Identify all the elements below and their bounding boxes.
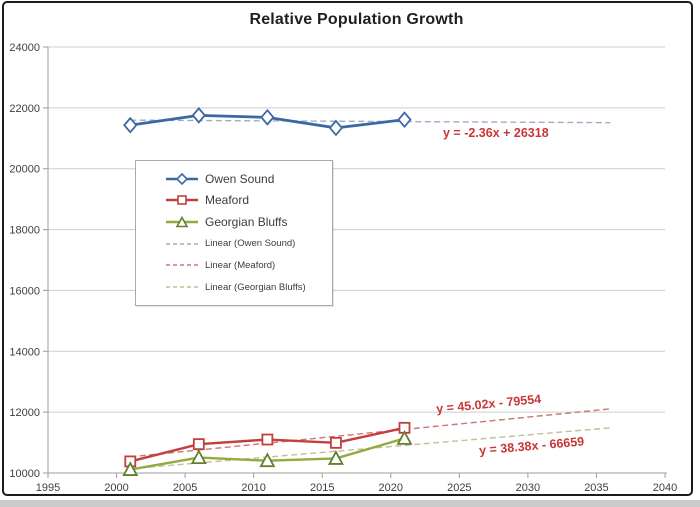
legend-swatch-icon [166, 215, 198, 228]
y-tick-label: 20000 [9, 164, 40, 176]
legend-label: Georgian Bluffs [205, 215, 288, 230]
legend-swatch-icon [166, 243, 198, 245]
y-tick-label: 22000 [9, 103, 40, 115]
legend-swatch-icon [166, 286, 198, 288]
x-tick-label: 2015 [310, 482, 334, 494]
x-tick-label: 2005 [173, 482, 197, 494]
diamond-marker [191, 106, 207, 124]
legend-item-linear-owen-sound-: Linear (Owen Sound) [166, 237, 328, 251]
legend-label: Meaford [205, 193, 250, 208]
triangle-marker [122, 461, 139, 476]
diamond-marker [397, 111, 412, 129]
y-tick-label: 10000 [9, 468, 40, 480]
x-tick-label: 2025 [447, 482, 471, 494]
chart-title: Relative Population Growth [249, 11, 464, 28]
legend-label: Linear (Owen Sound) [205, 238, 296, 250]
photo-edge-strip [0, 500, 700, 507]
legend: Owen Sound Meaford Georgian Bluffs Linear (… [135, 160, 333, 306]
x-tick-label: 2030 [516, 482, 540, 494]
legend-label: Linear (Meaford) [205, 259, 276, 271]
trendline-linear-meaford- [130, 408, 611, 458]
x-tick-label: 2000 [104, 482, 128, 494]
x-tick-label: 2010 [241, 482, 265, 494]
legend-item-owen-sound: Owen Sound [166, 172, 328, 186]
legend-item-meaford: Meaford [166, 193, 328, 207]
y-tick-label: 16000 [9, 285, 40, 297]
axes: 10000 12000 14000 16000 18000 20000 22000 24000… [9, 42, 677, 494]
legend-label: Owen Sound [205, 171, 275, 186]
legend-label: Linear (Georgian Bluffs) [205, 281, 306, 293]
y-tick-label: 12000 [9, 407, 40, 419]
x-tick-label: 1995 [36, 482, 60, 494]
series-markers [122, 106, 413, 476]
legend-item-linear-georgian-bluffs-: Linear (Georgian Bluffs) [166, 280, 328, 294]
x-tick-label: 2040 [653, 482, 677, 494]
diamond-marker [328, 119, 344, 137]
square-marker [192, 438, 205, 451]
square-marker [261, 433, 274, 446]
trendline-linear-owen-sound- [130, 119, 611, 124]
legend-swatch-icon [166, 195, 198, 206]
x-tick-label: 2020 [379, 482, 403, 494]
square-marker [330, 436, 342, 449]
diamond-marker [260, 108, 275, 126]
legend-swatch-icon [166, 172, 198, 185]
triangle-marker [396, 430, 413, 445]
legend-item-linear-meaford-: Linear (Meaford) [166, 258, 328, 272]
x-tick-label: 2035 [584, 482, 608, 494]
y-tick-label: 24000 [9, 42, 40, 54]
legend-item-georgian-bluffs: Georgian Bluffs [166, 215, 328, 229]
diamond-marker [123, 116, 138, 134]
triangle-marker [259, 452, 276, 468]
triangle-marker [327, 450, 344, 465]
y-tick-label: 14000 [9, 346, 40, 358]
legend-swatch-icon [166, 264, 198, 267]
gridlines [48, 46, 665, 413]
trendline-equation-owen-sound: y = -2.36x + 26318 [443, 126, 549, 140]
y-tick-label: 18000 [9, 225, 40, 237]
triangle-marker [190, 449, 207, 465]
